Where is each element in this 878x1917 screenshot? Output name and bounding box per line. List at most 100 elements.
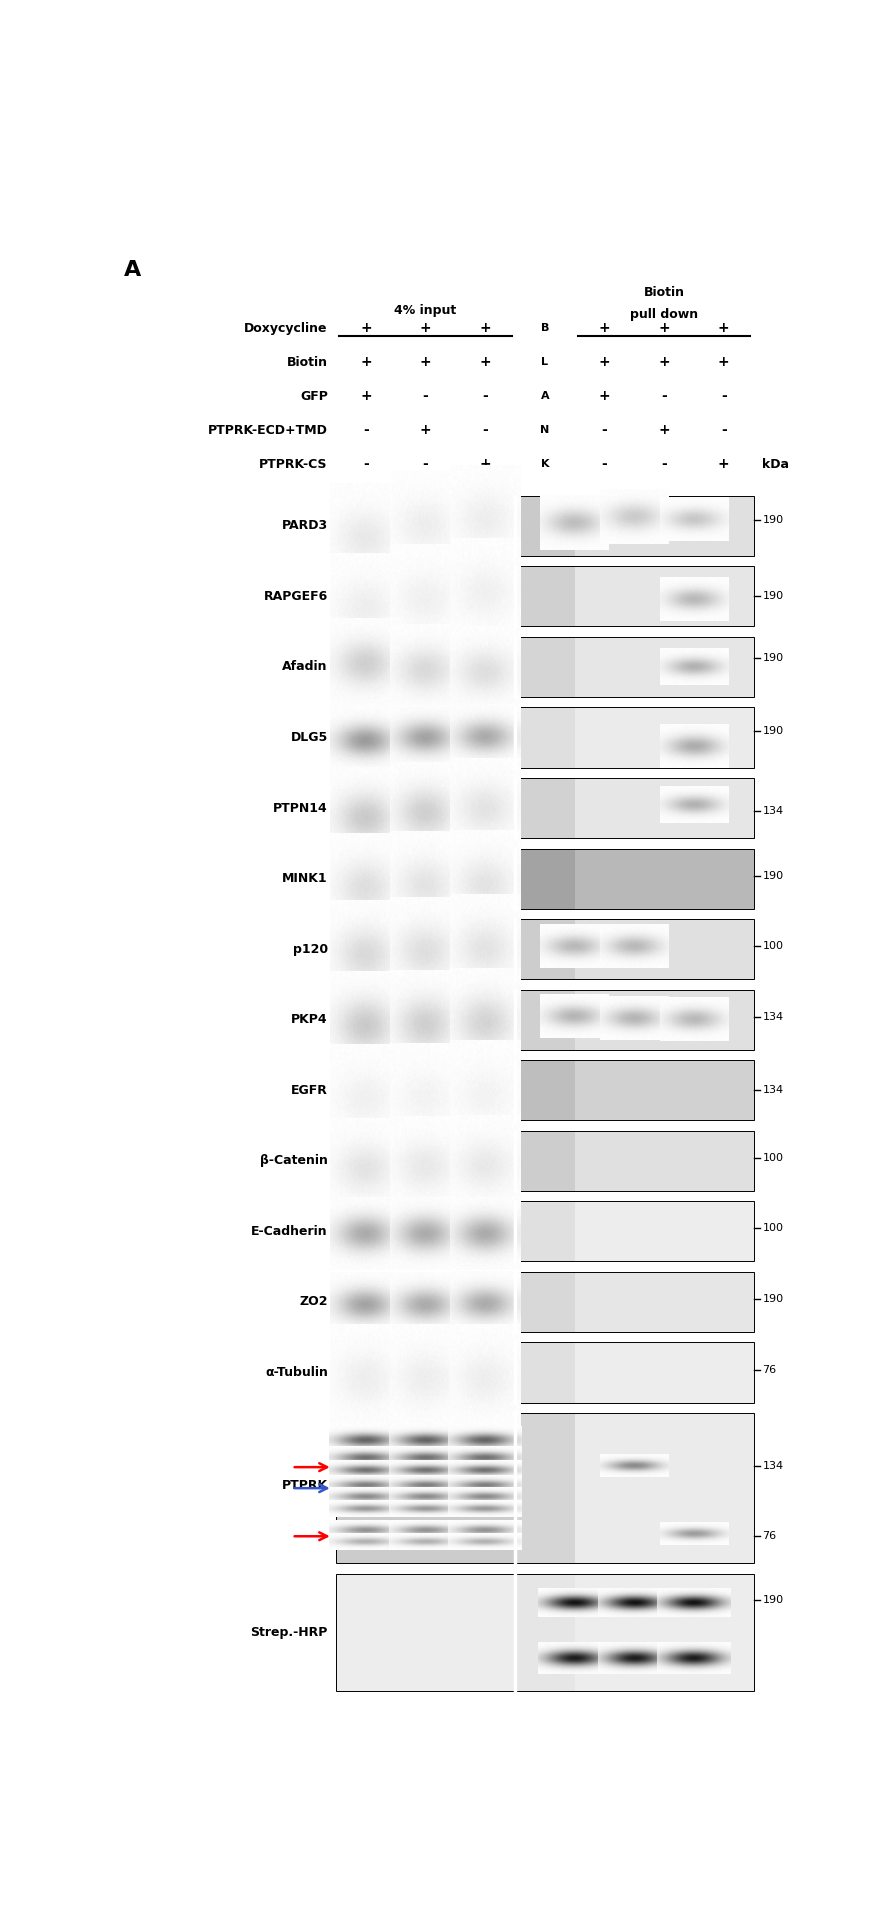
Text: 134: 134: [761, 1012, 782, 1022]
Bar: [574, 636, 752, 698]
Bar: [515, 1271, 574, 1332]
Bar: [335, 497, 515, 556]
Bar: [335, 849, 752, 909]
Bar: [335, 1413, 515, 1562]
Bar: [574, 566, 752, 627]
Bar: [335, 1202, 515, 1261]
Text: 190: 190: [761, 1595, 782, 1605]
Text: 76: 76: [761, 1532, 776, 1541]
Text: +: +: [419, 322, 431, 335]
Bar: [515, 1060, 574, 1120]
Bar: [335, 566, 752, 627]
Text: 134: 134: [761, 805, 782, 817]
Text: +: +: [717, 456, 729, 472]
Text: L: L: [541, 357, 548, 368]
Bar: [335, 989, 515, 1051]
Text: RAPGEF6: RAPGEF6: [263, 590, 327, 602]
Text: DLG5: DLG5: [291, 730, 327, 744]
Text: kDa: kDa: [761, 458, 788, 470]
Text: PTPRK-CS: PTPRK-CS: [259, 458, 327, 470]
Bar: [335, 918, 515, 980]
Text: A: A: [540, 391, 549, 401]
Text: -: -: [422, 389, 428, 403]
Text: PTPRK-ECD+TMD: PTPRK-ECD+TMD: [208, 424, 327, 437]
Bar: [335, 1574, 752, 1691]
Bar: [515, 1413, 574, 1562]
Bar: [515, 849, 574, 909]
Bar: [335, 707, 515, 767]
Bar: [574, 1413, 752, 1562]
Bar: [574, 778, 752, 838]
Text: pull down: pull down: [630, 309, 697, 322]
Text: 190: 190: [761, 870, 782, 880]
Text: Cat: Cat: [329, 935, 345, 945]
Text: +: +: [479, 355, 491, 370]
Bar: [335, 1271, 752, 1332]
Text: 100: 100: [761, 1152, 782, 1164]
Text: Biotin: Biotin: [286, 357, 327, 368]
Text: +: +: [419, 424, 431, 437]
Text: PARD3: PARD3: [282, 520, 327, 533]
Text: 100: 100: [761, 1223, 782, 1233]
Text: 190: 190: [761, 590, 782, 602]
Text: 190: 190: [761, 727, 782, 736]
Text: +: +: [717, 322, 729, 335]
Bar: [515, 778, 574, 838]
Bar: [515, 989, 574, 1051]
Bar: [335, 566, 515, 627]
Text: +: +: [598, 355, 609, 370]
Bar: [335, 1574, 515, 1691]
Bar: [515, 566, 574, 627]
Text: -: -: [482, 424, 487, 437]
Bar: [515, 1131, 574, 1190]
Bar: [335, 1202, 752, 1261]
Text: 4% input: 4% input: [394, 303, 457, 316]
Bar: [335, 1342, 515, 1403]
Bar: [335, 918, 752, 980]
Bar: [515, 1574, 574, 1691]
Bar: [574, 1342, 752, 1403]
Text: +: +: [479, 322, 491, 335]
Text: -: -: [601, 456, 607, 472]
Text: α-Tubulin: α-Tubulin: [264, 1367, 327, 1378]
Bar: [515, 918, 574, 980]
Text: -: -: [482, 389, 487, 403]
Bar: [335, 778, 515, 838]
Bar: [335, 849, 515, 909]
Bar: [515, 636, 574, 698]
Bar: [574, 1271, 752, 1332]
Text: +: +: [717, 355, 729, 370]
Bar: [335, 707, 752, 767]
Bar: [574, 1202, 752, 1261]
Text: 134: 134: [761, 1461, 782, 1470]
Text: Afadin: Afadin: [282, 661, 327, 673]
Bar: [574, 497, 752, 556]
Bar: [335, 636, 752, 698]
Bar: [574, 989, 752, 1051]
Text: PTPRK: PTPRK: [282, 1478, 327, 1491]
Text: -: -: [363, 456, 369, 472]
Bar: [335, 778, 752, 838]
Text: -: -: [720, 389, 726, 403]
Bar: [335, 1060, 752, 1120]
Bar: [574, 1574, 752, 1691]
Text: ZO2: ZO2: [299, 1296, 327, 1309]
Bar: [574, 707, 752, 767]
Text: 100: 100: [761, 941, 782, 951]
Text: 190: 190: [761, 516, 782, 525]
Bar: [515, 497, 574, 556]
Text: +: +: [419, 355, 431, 370]
Text: +: +: [360, 355, 371, 370]
Bar: [515, 707, 574, 767]
Text: +: +: [598, 389, 609, 403]
Text: +: +: [360, 389, 371, 403]
Text: +: +: [479, 456, 491, 472]
Text: p120: p120: [292, 943, 327, 957]
Bar: [335, 1413, 752, 1562]
Text: EGFR: EGFR: [291, 1083, 327, 1097]
Bar: [335, 636, 515, 698]
Bar: [335, 1131, 752, 1190]
Bar: [574, 1131, 752, 1190]
Text: β-Catenin: β-Catenin: [260, 1154, 327, 1167]
Text: -: -: [660, 389, 666, 403]
